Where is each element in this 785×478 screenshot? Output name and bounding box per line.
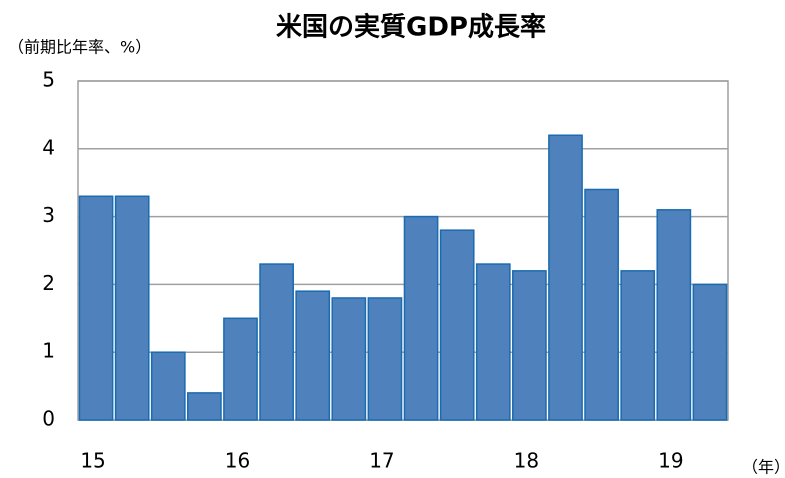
bar — [295, 290, 331, 421]
bar — [187, 392, 222, 421]
bar — [331, 297, 367, 421]
bar — [223, 317, 258, 421]
x-tick-label: 19 — [658, 449, 683, 473]
plot-border — [77, 80, 729, 421]
x-tick-label: 16 — [225, 449, 250, 473]
bar — [548, 134, 583, 421]
bar — [114, 195, 150, 421]
y-tick-label: 3 — [42, 203, 55, 227]
y-tick-label: 2 — [42, 271, 55, 295]
bar — [78, 195, 114, 421]
y-axis-label: （前期比年率、%） — [8, 38, 151, 57]
y-tick-label: 4 — [42, 135, 55, 159]
bar — [656, 209, 692, 421]
bar — [439, 229, 475, 421]
bar — [367, 297, 403, 421]
bar — [403, 215, 439, 421]
bar — [512, 270, 547, 421]
y-tick-label: 5 — [42, 68, 55, 92]
chart-title: 米国の実質GDP成長率 — [276, 12, 546, 43]
bar — [150, 351, 186, 421]
x-tick-label: 17 — [369, 449, 394, 473]
y-tick-label: 0 — [42, 407, 55, 431]
bar — [259, 263, 294, 421]
bar — [584, 188, 619, 421]
bar — [475, 263, 511, 421]
x-tick-label: 18 — [514, 449, 539, 473]
bar — [620, 270, 656, 421]
y-tick-label: 1 — [42, 339, 55, 363]
bar — [692, 283, 728, 421]
x-axis-label: （年） — [742, 458, 785, 477]
x-tick-label: 15 — [80, 449, 105, 473]
